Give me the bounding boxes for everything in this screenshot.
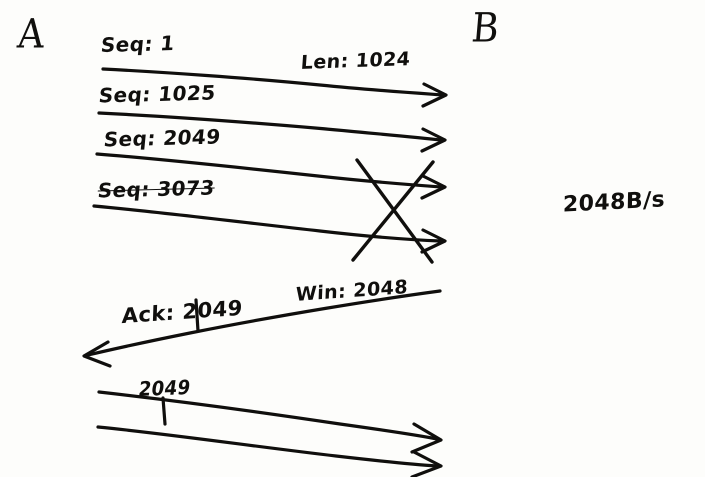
retransmit-label-tick — [161, 396, 167, 426]
ack-arrow — [82, 289, 442, 368]
throughput-rate-label: 2048B/s — [562, 187, 666, 218]
segment-3-arrow — [95, 152, 447, 200]
host-label-b: B — [469, 5, 502, 52]
segment-1-arrow — [101, 67, 448, 108]
segment-2-arrow — [97, 111, 447, 153]
segment-2-seq-label: Seq: 1025 — [97, 80, 217, 108]
segment-4-seq-label: Seq: 3073 — [96, 175, 216, 203]
segment-4-arrow — [92, 204, 447, 254]
packet-loss-cross-icon — [351, 158, 435, 264]
host-label-a: A — [15, 11, 47, 58]
segment-1-seq-label: Seq: 1 — [99, 31, 176, 57]
segment-3-seq-label: Seq: 2049 — [102, 124, 222, 152]
retransmit-arrow-1 — [97, 390, 443, 454]
segment-length-label: Len: 1024 — [300, 48, 412, 74]
retransmit-arrow-2 — [96, 425, 443, 477]
retransmit-seq-label: 2049 — [137, 375, 193, 401]
